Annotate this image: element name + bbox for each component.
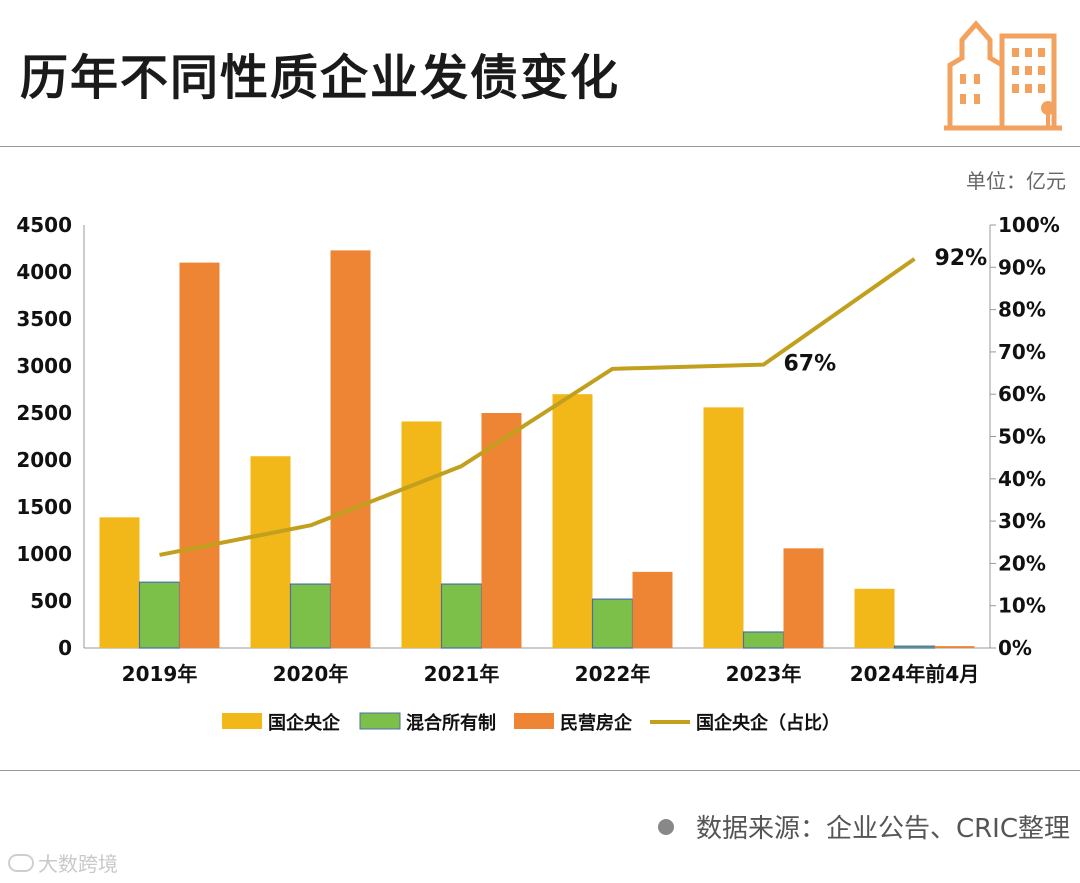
bar-soe bbox=[401, 421, 442, 648]
y-right-tick-label: 30% bbox=[998, 509, 1046, 533]
y-left-tick-label: 4500 bbox=[16, 213, 72, 237]
legend-swatch bbox=[222, 713, 262, 729]
y-right-tick-label: 40% bbox=[998, 467, 1046, 491]
bullet-dot-icon bbox=[657, 818, 674, 835]
bar-mixed bbox=[440, 583, 483, 649]
y-right-tick-label: 10% bbox=[998, 594, 1046, 618]
y-right-tick-label: 100% bbox=[998, 213, 1060, 237]
bar-soe bbox=[99, 517, 140, 648]
bar-private bbox=[481, 413, 522, 648]
y-left-tick-label: 500 bbox=[30, 589, 72, 613]
line-value-label: 92% bbox=[935, 246, 988, 271]
line-value-label: 67% bbox=[784, 352, 837, 377]
legend-label: 国企央企 bbox=[268, 712, 341, 734]
bar-soe bbox=[703, 407, 744, 648]
y-right-tick-label: 70% bbox=[998, 340, 1046, 364]
x-category-label: 2021年 bbox=[424, 662, 500, 686]
legend-swatch bbox=[514, 713, 554, 729]
bar-mixed bbox=[138, 581, 181, 649]
y-right-tick-label: 80% bbox=[998, 298, 1046, 322]
y-left-tick-label: 3000 bbox=[16, 354, 72, 378]
legend-label: 混合所有制 bbox=[406, 712, 496, 734]
bar-soe bbox=[854, 588, 895, 648]
bar-mixed bbox=[742, 631, 785, 649]
legend-label: 民营房企 bbox=[560, 712, 633, 734]
bar-soe bbox=[552, 394, 593, 648]
legend-swatch bbox=[359, 712, 401, 730]
bar-private bbox=[179, 262, 220, 648]
y-right-tick-label: 60% bbox=[998, 382, 1046, 406]
bar-private bbox=[783, 548, 824, 648]
y-left-tick-label: 2000 bbox=[16, 448, 72, 472]
legend-label: 国企央企（占比） bbox=[696, 712, 840, 734]
y-left-tick-label: 4000 bbox=[16, 260, 72, 284]
x-category-label: 2023年 bbox=[726, 662, 802, 686]
unit-label: 单位：亿元 bbox=[966, 169, 1066, 193]
bar-mixed bbox=[591, 598, 634, 649]
watermark-text: 大数跨境 bbox=[38, 852, 118, 876]
y-left-tick-label: 2500 bbox=[16, 401, 72, 425]
y-right-tick-label: 0% bbox=[998, 636, 1032, 660]
bar-private bbox=[934, 646, 975, 648]
bar-mixed bbox=[289, 583, 332, 649]
data-source: 数据来源：企业公告、CRIC整理 bbox=[657, 808, 1070, 845]
x-category-label: 2022年 bbox=[575, 662, 651, 686]
footer-divider bbox=[0, 770, 1080, 771]
header-divider bbox=[0, 146, 1080, 147]
y-left-tick-label: 0 bbox=[58, 636, 72, 660]
bar-mixed bbox=[893, 645, 936, 649]
data-source-text: 数据来源：企业公告、CRIC整理 bbox=[695, 814, 1070, 844]
bar-soe bbox=[250, 456, 291, 648]
share-line bbox=[159, 257, 916, 557]
y-right-tick-label: 90% bbox=[998, 255, 1046, 279]
x-category-label: 2020年 bbox=[273, 662, 349, 686]
x-category-label: 2024年前4月 bbox=[850, 662, 980, 686]
watermark: 大数跨境 bbox=[8, 848, 118, 877]
chart-title: 历年不同性质企业发债变化 bbox=[20, 50, 621, 106]
bar-private bbox=[632, 571, 673, 648]
y-left-tick-label: 1000 bbox=[16, 542, 72, 566]
building-logo-icon bbox=[944, 20, 1062, 131]
x-category-label: 2019年 bbox=[122, 662, 198, 686]
bar-private bbox=[330, 250, 371, 648]
y-right-tick-label: 20% bbox=[998, 551, 1046, 575]
y-left-tick-label: 3500 bbox=[16, 307, 72, 331]
y-right-tick-label: 50% bbox=[998, 425, 1046, 449]
y-left-tick-label: 1500 bbox=[16, 495, 72, 519]
watermark-logo-icon bbox=[8, 853, 34, 872]
